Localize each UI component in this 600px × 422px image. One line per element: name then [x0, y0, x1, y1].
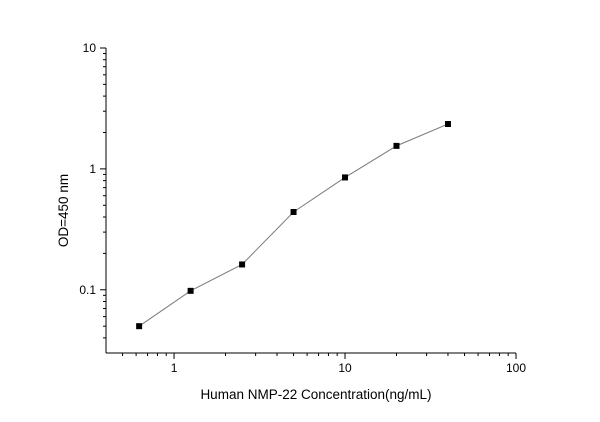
y-axis-title: OD=450 nm — [56, 174, 71, 247]
y-tick-label: 0.1 — [79, 283, 96, 297]
data-point — [239, 261, 246, 268]
data-point — [187, 287, 194, 294]
data-point — [444, 121, 451, 128]
series-line — [138, 123, 449, 327]
series — [136, 121, 451, 330]
x-tick-label: 100 — [506, 361, 526, 375]
y-tick-label: 10 — [83, 41, 97, 55]
x-tick-label: 10 — [338, 361, 352, 375]
ticks: 1 10 100 0.1 1 10 — [79, 41, 526, 375]
data-point — [290, 209, 297, 215]
y-tick-label: 1 — [89, 162, 96, 176]
x-axis-title: Human NMP-22 Concentration(ng/mL) — [200, 387, 431, 402]
x-tick-label: 1 — [171, 361, 178, 375]
data-point — [136, 323, 143, 330]
data-point — [393, 142, 400, 149]
data-point — [342, 174, 349, 181]
